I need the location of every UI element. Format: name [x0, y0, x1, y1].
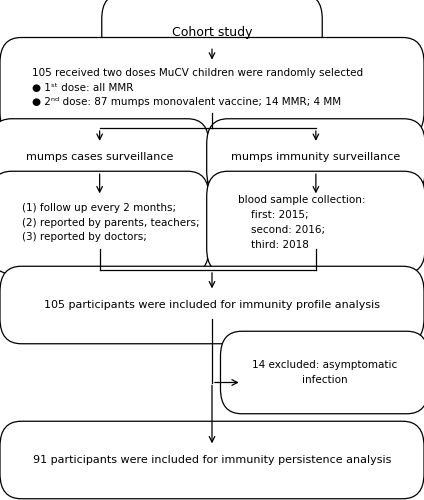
FancyBboxPatch shape [0, 38, 424, 138]
FancyBboxPatch shape [0, 118, 209, 196]
FancyBboxPatch shape [0, 171, 209, 274]
FancyBboxPatch shape [206, 171, 424, 274]
Text: 91 participants were included for immunity persistence analysis: 91 participants were included for immuni… [33, 455, 391, 465]
Text: blood sample collection:
    first: 2015;
    second: 2016;
    third: 2018: blood sample collection: first: 2015; se… [238, 196, 366, 250]
Text: 105 participants were included for immunity profile analysis: 105 participants were included for immun… [44, 300, 380, 310]
Text: 105 received two doses MuCV children were randomly selected
● 1ˢᵗ dose: all MMR
: 105 received two doses MuCV children wer… [32, 68, 363, 108]
Text: Cohort study: Cohort study [172, 26, 252, 39]
Text: 14 excluded: asymptomatic
infection: 14 excluded: asymptomatic infection [252, 360, 397, 385]
FancyBboxPatch shape [102, 0, 322, 71]
FancyBboxPatch shape [0, 421, 424, 499]
Text: mumps immunity surveillance: mumps immunity surveillance [231, 152, 401, 162]
FancyBboxPatch shape [206, 118, 424, 196]
Text: (1) follow up every 2 months;
(2) reported by parents, teachers;
(3) reported by: (1) follow up every 2 months; (2) report… [22, 202, 200, 242]
Text: mumps cases surveillance: mumps cases surveillance [26, 152, 173, 162]
FancyBboxPatch shape [220, 331, 424, 414]
FancyBboxPatch shape [0, 266, 424, 344]
